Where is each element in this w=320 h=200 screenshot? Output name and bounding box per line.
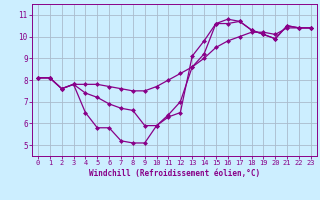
X-axis label: Windchill (Refroidissement éolien,°C): Windchill (Refroidissement éolien,°C) xyxy=(89,169,260,178)
